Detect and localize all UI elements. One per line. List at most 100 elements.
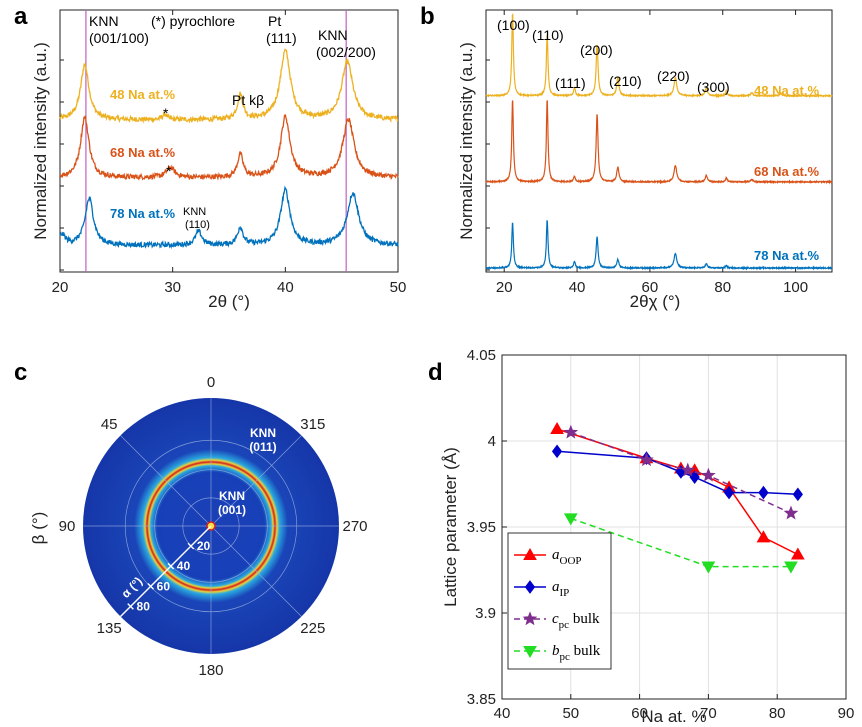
panel-d-y-tick-label: 4 — [488, 433, 496, 450]
marker-triangle-up — [790, 547, 805, 560]
panel-a-x-axis-label: 2θ (°) — [208, 292, 250, 311]
panel-a-xrd-chart: a 20 30 40 50 Normalized intensity (a.u.) 2… — [14, 3, 406, 311]
annotation-star-68: * — [166, 163, 172, 179]
peak-label-210: (210) — [609, 73, 642, 89]
panel-d-x-axis-label: Na at. % — [641, 707, 706, 726]
panel-label-a: a — [14, 3, 28, 30]
alpha-axis-line — [119, 525, 212, 618]
alpha-axis-tick — [187, 542, 195, 550]
panel-d-ticks: 40 50 60 70 80 90 3.85 3.9 3.95 4 4.05 — [467, 347, 855, 722]
panel-d-x-tick-label: 70 — [700, 705, 717, 722]
marker-star — [563, 424, 579, 439]
panel-a-x-ticks: 20 30 40 50 — [52, 10, 407, 296]
panel-b-x-tick-label: 80 — [714, 279, 731, 296]
panel-b-series-line-2 — [485, 220, 832, 271]
annotation-pt-2: (111) — [266, 30, 297, 46]
peak-label-300: (300) — [697, 79, 730, 95]
alpha-axis-tick-label: 40 — [177, 559, 191, 573]
annotation-star-48: * — [163, 105, 169, 121]
marker-triangle-down — [523, 646, 537, 659]
marker-diamond — [792, 487, 803, 502]
panel-a-y-axis-label: Normalized intensity (a.u.) — [31, 42, 50, 239]
marker-star — [680, 462, 696, 477]
pole-figure-angle-label: 90 — [59, 518, 76, 535]
panel-a-x-tick-label: 50 — [390, 279, 407, 296]
panel-d-y-tick-label: 3.85 — [467, 691, 496, 708]
annotation-knn-left-1: KNN — [89, 13, 119, 29]
panel-d-y-axis-label: Lattice parameter (Å) — [441, 447, 460, 607]
panel-d-y-tick-label: 3.9 — [475, 605, 496, 622]
panel-d-y-tick-label: 3.95 — [467, 519, 496, 536]
alpha-axis-tick-label: 20 — [197, 539, 211, 553]
panel-a-reference-lines — [85, 10, 347, 272]
pole-figure-angle-label: 225 — [300, 620, 325, 637]
marker-triangle-up — [523, 547, 537, 560]
annotation-pt-1: Pt — [268, 13, 281, 29]
alpha-axis-tick — [167, 562, 175, 570]
panel-a-series-line-1 — [59, 114, 399, 181]
legend-entry-label: bpc bulk — [552, 643, 601, 663]
panel-b-series-label-78: 78 Na at.% — [754, 248, 819, 263]
panel-a-series — [59, 48, 399, 250]
panel-b-x-tick-label: 60 — [642, 279, 659, 296]
panel-a-x-tick-label: 20 — [52, 279, 69, 296]
panel-b-x-tick-label: 20 — [496, 279, 513, 296]
marker-diamond — [723, 485, 735, 500]
panel-a-x-tick-label: 40 — [277, 279, 294, 296]
panel-a-series-label-78: 78 Na at.% — [110, 206, 175, 221]
panel-label-c: c — [14, 359, 27, 386]
pole-figure-angle-label: 135 — [97, 620, 122, 637]
center-label-knn001-1: KNN — [219, 489, 245, 503]
panel-b-xrd-chart: b 20 40 60 80 100 Normalized intensity (a.u.… — [420, 3, 833, 311]
panel-b-y-axis-label: Normalized intensity (a.u.) — [457, 42, 476, 239]
annotation-knn-right-2: (002/200) — [316, 44, 376, 60]
panel-a-series-line-0 — [59, 48, 399, 124]
panel-label-b: b — [420, 3, 435, 30]
annotation-pyrochlore: (*) pyrochlore — [151, 13, 235, 29]
panel-a-series-line-2 — [59, 185, 399, 250]
panel-b-x-tick-label: 40 — [569, 279, 586, 296]
center-label-knn001-2: (001) — [218, 503, 246, 517]
marker-diamond — [758, 485, 769, 500]
panel-d-y-tick-label: 4.05 — [467, 347, 496, 364]
panel-b-series-line-1 — [485, 100, 833, 185]
panel-a-x-tick-label: 30 — [164, 279, 181, 296]
pole-figure-angle-label: 45 — [101, 416, 118, 433]
pole-figure-angle-label: 315 — [300, 416, 325, 433]
marker-star — [783, 505, 799, 520]
marker-triangle-down — [701, 561, 716, 574]
panel-b-series — [485, 12, 833, 271]
panel-d-series — [550, 421, 805, 574]
panel-d-lattice-chart: d 40 50 60 70 80 90 3.85 3.9 3.95 4 4.05 Lattice p… — [428, 347, 854, 726]
panel-a-series-label-48: 48 Na at.% — [110, 87, 175, 102]
marker-diamond — [524, 580, 536, 594]
legend-entry-label: cpc bulk — [552, 611, 600, 631]
beta-axis-label: β (°) — [29, 512, 48, 545]
panel-label-d: d — [428, 359, 443, 386]
panel-b-series-line-0 — [485, 12, 833, 99]
pole-figure-angle-label: 270 — [342, 518, 367, 535]
ring-label-knn011-2: (011) — [249, 440, 276, 454]
peak-label-111: (111) — [555, 75, 586, 91]
peak-label-200: (200) — [580, 42, 613, 58]
peak-label-220: (220) — [657, 68, 690, 84]
annotation-knn-left-2: (001/100) — [89, 30, 149, 46]
panel-a-plot-frame — [59, 9, 399, 273]
alpha-axis-tick — [127, 603, 134, 610]
marker-star — [701, 467, 716, 482]
marker-triangle-down — [784, 561, 798, 574]
panel-b-series-label-68: 68 Na at.% — [754, 164, 819, 179]
panel-a-series-label-68: 68 Na at.% — [110, 145, 175, 160]
marker-star — [522, 611, 538, 626]
panel-b-x-ticks: 20 40 60 80 100 — [486, 10, 808, 296]
legend-entry-label: aIP — [552, 579, 569, 599]
peak-label-110: (110) — [532, 27, 564, 43]
legend-entry-label: aOOP — [552, 547, 582, 567]
panel-b-x-axis-label: 2θχ (°) — [630, 292, 681, 311]
panel-d-x-tick-label: 50 — [562, 705, 579, 722]
panel-d-x-tick-label: 60 — [631, 705, 648, 722]
peak-label-100: (100) — [497, 17, 530, 33]
marker-triangle-down — [563, 513, 578, 526]
